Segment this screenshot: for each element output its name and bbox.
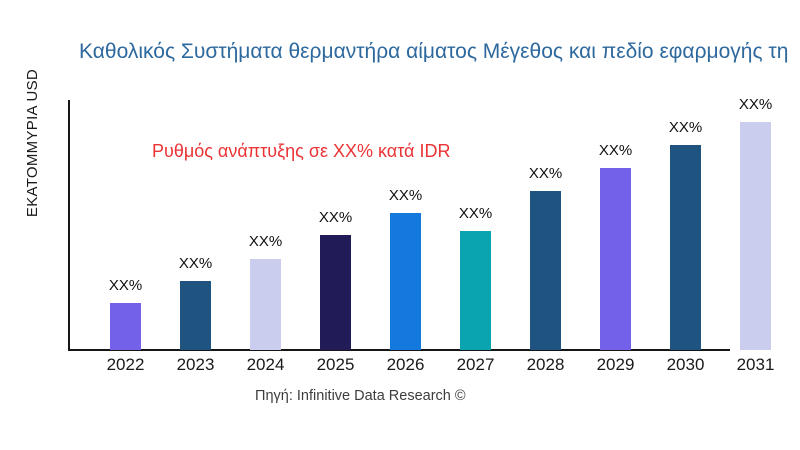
bar-2023 [180,281,211,350]
bar-value-label: XX% [598,142,633,159]
bar-value-label: XX% [318,209,353,226]
x-tick-label: 2022 [106,355,145,374]
bar-2026 [390,213,421,350]
bar-value-label: XX% [388,187,423,204]
bar-value-label: XX% [668,119,703,136]
x-tick-label: 2029 [596,355,635,374]
bar-value-label: XX% [108,277,143,294]
y-axis-line [68,100,70,350]
bar-2022 [110,303,141,350]
x-tick-label: 2031 [736,355,775,374]
chart-title: Καθολικός Συστήματα θερμαντήρα αίματος Μ… [79,40,789,63]
x-tick-label: 2023 [176,355,215,374]
bar-2030 [670,145,701,350]
x-tick-label: 2026 [386,355,425,374]
x-tick-label: 2028 [526,355,565,374]
x-tick-label: 2027 [456,355,495,374]
bar-2027 [460,231,491,350]
bar-2029 [600,168,631,350]
bar-value-label: XX% [458,205,493,222]
bar-value-label: XX% [528,165,563,182]
bar-2024 [250,259,281,350]
bar-value-label: XX% [178,255,213,272]
bar-2025 [320,235,351,350]
x-tick-label: 2025 [316,355,355,374]
bar-2028 [530,191,561,350]
bar-value-label: XX% [248,233,283,250]
x-tick-label: 2030 [666,355,705,374]
growth-rate-annotation: Ρυθμός ανάπτυξης σε XX% κατά IDR [152,141,451,161]
x-tick-label: 2024 [246,355,285,374]
bar-value-label: XX% [738,96,773,113]
source-note: Πηγή: Infinitive Data Research © [255,388,466,404]
bar-2031 [740,122,771,350]
